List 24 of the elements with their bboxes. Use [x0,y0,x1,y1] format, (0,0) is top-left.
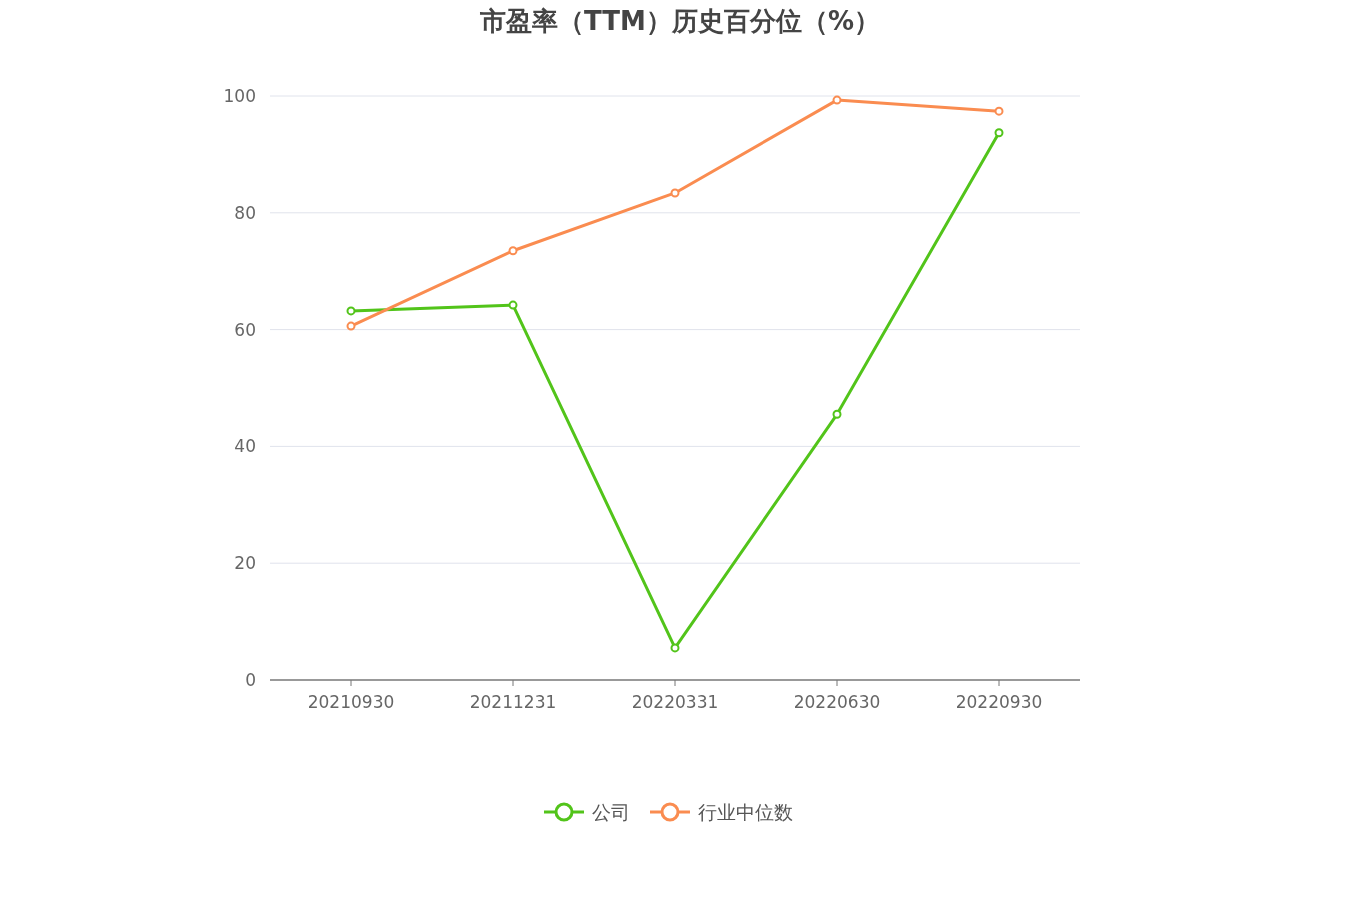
x-tick-label: 20210930 [307,692,395,712]
point [508,246,518,256]
y-tick-label: 40 [234,436,256,457]
y-tick-label: 20 [234,553,256,574]
point [994,128,1004,138]
x-tick-label: 20211231 [469,692,557,712]
point [346,321,356,331]
y-tick-label: 80 [234,202,256,223]
point [670,188,680,198]
point [832,409,842,419]
y-tick-label: 60 [234,319,256,340]
legend-label: 行业中位数 [698,801,793,823]
y-tick-label: 100 [223,86,256,106]
x-tick-label: 20220331 [631,692,719,712]
point [670,643,680,653]
point [508,300,518,310]
point [832,95,842,105]
legend-label: 公司 [592,801,630,823]
point [346,306,356,316]
chart-title: 市盈率（TTM）历史百分位（%） [479,6,880,36]
y-tick-label: 0 [245,670,256,690]
point [994,106,1004,116]
x-tick-label: 20220630 [793,692,881,712]
x-tick-label: 20220930 [955,692,1043,712]
